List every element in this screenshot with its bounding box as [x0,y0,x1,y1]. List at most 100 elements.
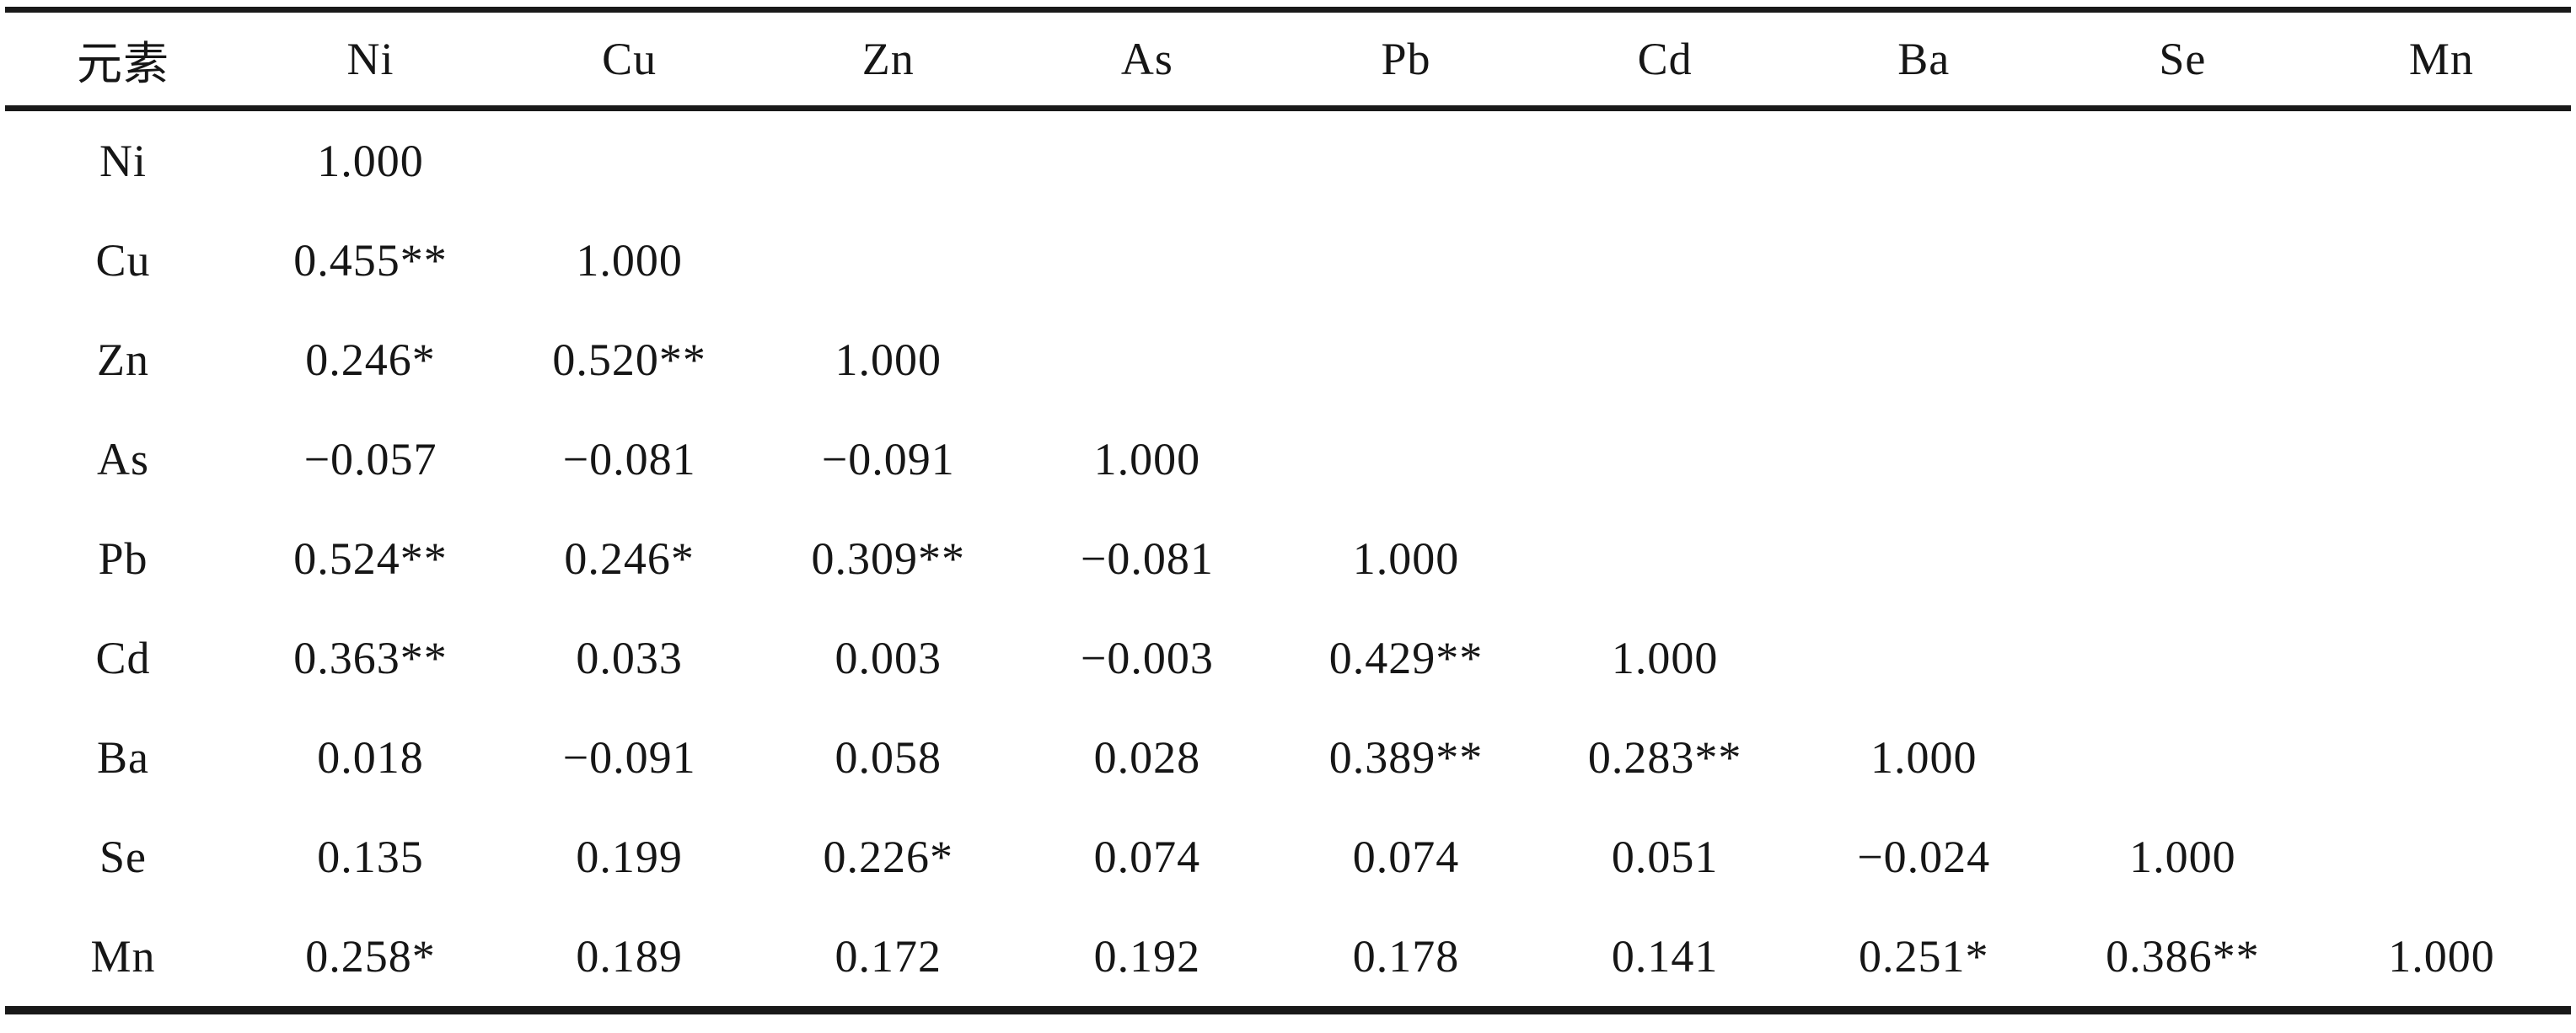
table-cell [2053,211,2312,310]
header-cell-pb: Pb [1276,9,1536,111]
table-cell: 0.524** [293,533,448,584]
table-cell: −0.003 [1080,633,1214,683]
header-cell-as: As [1017,9,1277,111]
header-cell-ni: Ni [241,9,501,111]
table-cell: −0.091 [821,434,955,484]
table-cell [2053,310,2312,409]
header-cell-se: Se [2053,9,2312,111]
table-cell [1276,409,1535,509]
table-cell [2312,409,2571,509]
table-cell [2053,708,2312,807]
table-row-cd: Cd 0.363** 0.033 0.003 −0.003 0.429** 1.000 [5,608,2571,708]
table-cell: 0.028 [1093,732,1201,783]
header-cell-cd: Cd [1535,9,1795,111]
table-cell: 1.000 [2129,832,2236,882]
table-cell [2053,608,2312,708]
table-cell: −0.091 [562,732,696,783]
table-cell: 0.386** [2106,931,2260,982]
table-cell: 0.363** [293,633,448,683]
table-cell [1795,409,2053,509]
table-cell: 1.000 [835,335,942,385]
table-cell: 1.000 [1093,434,1201,484]
table-cell: 0.018 [317,732,424,783]
table-cell: 1.000 [576,235,683,286]
table-row-as: As −0.057 −0.081 −0.091 1.000 [5,409,2571,509]
table-cell [1017,109,1276,211]
table-cell: 0.003 [835,633,942,683]
table-cell [1017,310,1276,409]
table-cell [759,211,1017,310]
row-label: Cu [95,235,151,286]
table-body: Ni 1.000 Cu 0.455** 1.000 Zn 0.246* 0.520** 1.00… [5,109,2571,1011]
table-row-ni: Ni 1.000 [5,109,2571,211]
table-cell: 0.455** [293,235,448,286]
table-cell [2312,109,2571,211]
row-label: Ni [99,136,147,186]
table-cell: 0.033 [576,633,683,683]
table-cell: 0.520** [552,335,706,385]
table-cell [2053,109,2312,211]
table-row-pb: Pb 0.524** 0.246* 0.309** −0.081 1.000 [5,509,2571,608]
table-cell: 0.058 [835,732,942,783]
table-cell [2053,409,2312,509]
correlation-table: 元素 Ni Cu Zn As Pb Cd Ba Se Mn Ni 1.000 Cu 0.455** 1.0… [5,7,2571,1014]
table-cell: 1.000 [1870,732,1978,783]
table-cell [2312,509,2571,608]
header-row: 元素 Ni Cu Zn As Pb Cd Ba Se Mn [5,9,2571,111]
header-cell-cu: Cu [500,9,759,111]
table-cell: 0.074 [1352,832,1460,882]
table-header: 元素 Ni Cu Zn As Pb Cd Ba Se Mn [5,9,2571,111]
table-cell: 0.309** [811,533,966,584]
header-cell-zn: Zn [759,9,1018,111]
table-cell: 0.251* [1858,931,1989,982]
table-cell: −0.057 [303,434,437,484]
table-cell [1276,211,1535,310]
row-label: Pb [98,533,148,584]
table-cell [1017,211,1276,310]
table-cell: 0.074 [1093,832,1201,882]
table-cell: 0.246* [564,533,695,584]
row-label: Cd [95,633,151,683]
table-cell [2053,509,2312,608]
table-row-se: Se 0.135 0.199 0.226* 0.074 0.074 0.051 −0.024 1… [5,807,2571,907]
table-cell [1795,310,2053,409]
row-label: Zn [97,335,149,385]
table-cell [1536,310,1795,409]
table-cell [1276,310,1535,409]
table-cell: 0.389** [1328,732,1484,783]
row-label: Ba [97,732,149,783]
row-label: Mn [90,931,156,982]
table-cell: 0.199 [576,832,683,882]
table-cell: 0.192 [1093,931,1201,982]
table-cell: 1.000 [317,136,424,186]
table-cell [2312,708,2571,807]
table-row-cu: Cu 0.455** 1.000 [5,211,2571,310]
table-cell [2312,211,2571,310]
table-row-ba: Ba 0.018 −0.091 0.058 0.028 0.389** 0.283** 1.0… [5,708,2571,807]
table-cell: 0.283** [1587,732,1742,783]
table-cell: 0.246* [305,335,436,385]
table-cell [1276,109,1535,211]
table-cell: −0.024 [1857,832,1991,882]
table-cell [2312,608,2571,708]
table-cell [1536,211,1795,310]
row-label: Se [99,832,147,882]
table-cell: 0.226* [823,832,954,882]
header-cell-element-label: 元素 [5,9,241,111]
table-cell: 0.051 [1611,832,1719,882]
table-cell [1536,509,1795,608]
table-cell: 0.429** [1328,633,1484,683]
table-cell: −0.081 [562,434,696,484]
table-cell [2312,807,2571,907]
table-cell: 1.000 [2388,931,2495,982]
table-cell: 0.178 [1352,931,1460,982]
table-cell: 0.258* [305,931,436,982]
table-cell: 0.189 [576,931,683,982]
table-cell: 0.135 [317,832,424,882]
table-cell: 1.000 [1352,533,1460,584]
row-label: As [96,434,149,484]
table-cell [1795,608,2053,708]
table-row-zn: Zn 0.246* 0.520** 1.000 [5,310,2571,409]
table-cell: 0.141 [1611,931,1719,982]
table-cell [500,109,759,211]
